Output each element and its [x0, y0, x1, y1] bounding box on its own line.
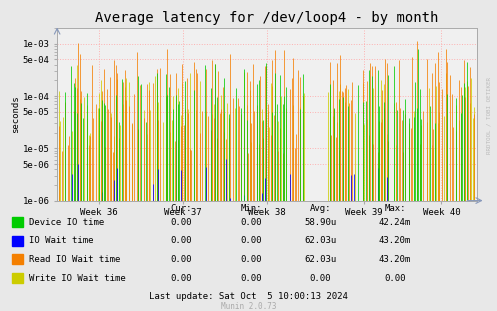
- Title: Average latency for /dev/loop4 - by month: Average latency for /dev/loop4 - by mont…: [95, 12, 439, 26]
- Text: Avg:: Avg:: [310, 204, 331, 213]
- Text: Min:: Min:: [240, 204, 262, 213]
- Text: Device IO time: Device IO time: [29, 218, 104, 226]
- Text: 0.00: 0.00: [170, 236, 192, 245]
- Text: Max:: Max:: [384, 204, 406, 213]
- Text: IO Wait time: IO Wait time: [29, 236, 93, 245]
- Text: 62.03u: 62.03u: [305, 255, 336, 264]
- Text: 0.00: 0.00: [240, 274, 262, 282]
- Text: 0.00: 0.00: [170, 218, 192, 226]
- Text: 0.00: 0.00: [310, 274, 331, 282]
- Text: Write IO Wait time: Write IO Wait time: [29, 274, 126, 282]
- Text: Last update: Sat Oct  5 10:00:13 2024: Last update: Sat Oct 5 10:00:13 2024: [149, 291, 348, 300]
- Text: 0.00: 0.00: [384, 274, 406, 282]
- Text: 43.20m: 43.20m: [379, 236, 411, 245]
- Text: Cur:: Cur:: [170, 204, 192, 213]
- Text: 0.00: 0.00: [170, 255, 192, 264]
- Text: RRDTOOL / TOBI OETIKER: RRDTOOL / TOBI OETIKER: [486, 77, 491, 154]
- Text: 0.00: 0.00: [240, 236, 262, 245]
- Y-axis label: seconds: seconds: [11, 95, 20, 133]
- Text: Read IO Wait time: Read IO Wait time: [29, 255, 120, 264]
- Text: 0.00: 0.00: [240, 255, 262, 264]
- Text: Munin 2.0.73: Munin 2.0.73: [221, 301, 276, 310]
- Text: 0.00: 0.00: [170, 274, 192, 282]
- Text: 62.03u: 62.03u: [305, 236, 336, 245]
- Text: 58.90u: 58.90u: [305, 218, 336, 226]
- Text: 43.20m: 43.20m: [379, 255, 411, 264]
- Text: 42.24m: 42.24m: [379, 218, 411, 226]
- Text: 0.00: 0.00: [240, 218, 262, 226]
